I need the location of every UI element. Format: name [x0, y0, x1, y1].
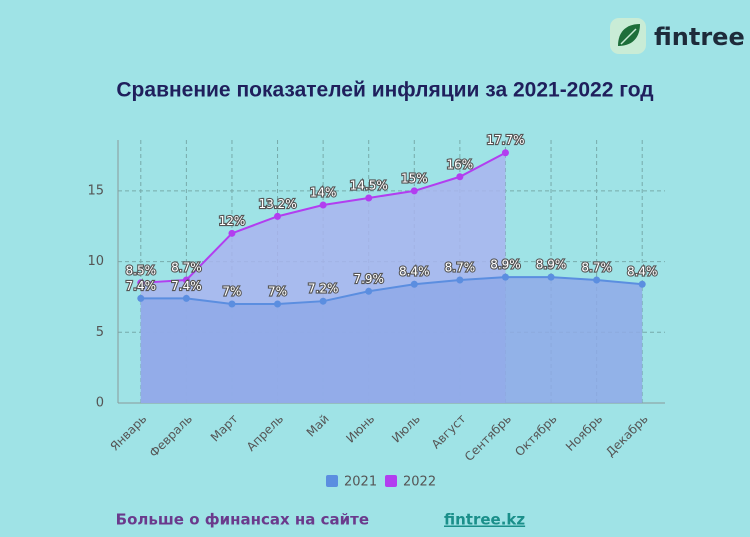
value-label: 7%	[222, 285, 241, 299]
logo-text: fintree	[654, 23, 745, 51]
value-label: 7%	[268, 285, 287, 299]
value-label: 8.4%	[627, 265, 658, 279]
value-label: 13.2%	[258, 197, 296, 211]
x-tick-label: Ноябрь	[563, 412, 605, 454]
legend-label: 2022	[403, 475, 436, 490]
x-tick-label: Июль	[389, 412, 423, 446]
point	[274, 300, 282, 308]
point	[182, 294, 190, 302]
point	[365, 287, 373, 295]
point	[137, 294, 145, 302]
legend-swatch	[326, 475, 338, 487]
point	[501, 273, 509, 281]
value-label: 12%	[219, 214, 246, 228]
x-tick-label: Март	[208, 412, 241, 445]
point	[228, 300, 236, 308]
point	[228, 229, 236, 237]
value-label: 7.9%	[353, 272, 384, 286]
value-label: 8.7%	[171, 260, 202, 274]
value-label: 14%	[310, 186, 337, 200]
point	[410, 280, 418, 288]
chart-title: Сравнение показателей инфляции за 2021-2…	[116, 79, 653, 102]
y-tick-label: 15	[87, 183, 104, 198]
legend-label: 2021	[344, 475, 377, 490]
point	[365, 194, 373, 202]
y-tick-label: 0	[96, 396, 104, 411]
value-label: 17.7%	[486, 133, 524, 147]
point	[638, 280, 646, 288]
x-tick-label: Май	[304, 412, 332, 440]
value-label: 7.2%	[308, 282, 339, 296]
y-tick-label: 10	[87, 254, 104, 269]
area	[140, 277, 643, 403]
point	[547, 273, 555, 281]
point	[137, 279, 145, 287]
footer-text: Больше о финансах на сайте	[116, 511, 369, 529]
x-tick-label: Сентябрь	[462, 412, 514, 464]
value-label: 7.4%	[126, 279, 157, 293]
point	[456, 173, 464, 181]
point	[593, 276, 601, 284]
x-tick-label: Январь	[107, 412, 149, 454]
value-label: 7.4%	[171, 279, 202, 293]
x-tick-label: Август	[429, 412, 469, 452]
value-label: 14.5%	[350, 178, 388, 192]
value-label: 8.7%	[581, 260, 612, 274]
value-label: 8.7%	[445, 260, 476, 274]
x-tick-label: Октябрь	[512, 412, 559, 459]
value-label: 15%	[401, 171, 428, 185]
point	[274, 212, 282, 220]
point	[501, 149, 509, 157]
value-label: 8.9%	[536, 258, 567, 272]
x-tick-label: Февраль	[147, 412, 195, 460]
point	[319, 201, 327, 209]
footer-link[interactable]: fintree.kz	[444, 511, 525, 529]
x-tick-label: Декабрь	[603, 412, 651, 460]
line	[140, 276, 643, 306]
point	[456, 276, 464, 284]
y-tick-label: 5	[96, 325, 104, 340]
x-tick-label: Июнь	[343, 412, 377, 446]
value-label: 16%	[447, 157, 474, 171]
point	[319, 297, 327, 305]
point	[182, 276, 190, 284]
logo-vein	[620, 28, 637, 45]
value-label: 8.4%	[399, 265, 430, 279]
value-label: 8.9%	[490, 258, 521, 272]
value-label: 8.5%	[126, 263, 157, 277]
x-tick-label: Апрель	[244, 412, 286, 454]
point	[410, 187, 418, 195]
legend-swatch	[385, 475, 397, 487]
